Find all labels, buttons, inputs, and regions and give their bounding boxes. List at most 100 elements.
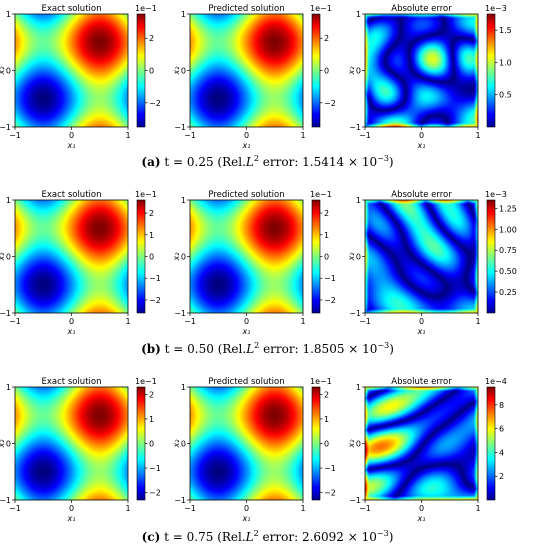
y-tick-label: 0 (6, 253, 11, 262)
colorbar-tick-label: 1 (324, 231, 329, 240)
x-axis-label: x₁ (417, 514, 426, 523)
x-tick-label: 0 (419, 131, 424, 140)
heatmap-panel: Predicted solution −1 0 1 −1 0 1 x₁ x₂ 2 1 0 −1 −2 1e−… (172, 377, 336, 523)
x-tick-label: −1 (359, 504, 371, 513)
x-tick-label: 1 (300, 131, 305, 140)
colorbar (136, 13, 146, 128)
y-tick-label: 1 (181, 10, 186, 19)
x-tick-label: −1 (9, 504, 21, 513)
colorbar-tick-label: 0 (324, 253, 329, 262)
colorbar-tick-label: 6 (499, 425, 504, 434)
caption-l: L (245, 155, 254, 169)
x-tick-label: −1 (184, 317, 196, 326)
panel-title: Absolute error (391, 377, 452, 387)
colorbar-tick-label: 1.5 (499, 26, 512, 35)
panel-title: Predicted solution (208, 377, 284, 387)
colorbar (311, 13, 321, 128)
y-axis-label: x₂ (172, 66, 181, 76)
colorbar-tick-label: −1 (149, 464, 161, 473)
x-tick-label: 1 (300, 504, 305, 513)
x-tick-label: 1 (475, 317, 480, 326)
colorbar-tick-label: 1 (149, 231, 154, 240)
colorbar-tick-label: −2 (149, 99, 161, 108)
heatmap-panel: Predicted solution −1 0 1 −1 0 1 x₁ x₂ 2 0 −2 1e−1 (172, 4, 336, 150)
y-tick-label: −1 (0, 496, 11, 505)
x-tick-label: 1 (125, 504, 130, 513)
heatmap-image (15, 14, 128, 127)
caption-label: (a) (141, 155, 161, 169)
colorbar-exponent: 1e−1 (310, 190, 332, 199)
colorbar-tick-label: 2 (149, 209, 154, 218)
caption-l-exp: 2 (253, 529, 259, 538)
caption-b: (b) t = 0.50 (Rel.L2 error: 1.8505 × 10−… (0, 341, 535, 356)
y-tick-label: −1 (349, 309, 361, 318)
caption-label: (b) (141, 342, 161, 356)
heatmap-image (190, 200, 303, 313)
y-tick-label: 1 (181, 196, 186, 205)
colorbar-tick-label: 2 (324, 34, 329, 43)
y-tick-label: 0 (181, 67, 186, 76)
x-axis-label: x₁ (242, 141, 251, 150)
colorbar-tick-label: 2 (324, 209, 329, 218)
panel-title: Exact solution (42, 377, 102, 387)
y-tick-label: 0 (181, 253, 186, 262)
x-axis-label: x₁ (417, 327, 426, 336)
caption-post: ) (388, 155, 394, 169)
colorbar-tick-label: −1 (324, 274, 336, 283)
panel-title: Predicted solution (208, 4, 284, 14)
y-tick-label: 0 (356, 67, 361, 76)
colorbar-tick-label: 0 (324, 67, 329, 76)
colorbar-tick-label: 2 (324, 390, 329, 399)
y-tick-label: 0 (6, 67, 11, 76)
caption-post: ) (388, 530, 394, 544)
colorbar-tick-label: 2 (499, 472, 504, 481)
caption-error: error: 2.6092 × 10 (258, 530, 377, 544)
colorbar-exponent: 1e−1 (310, 377, 332, 386)
colorbar-exponent: 1e−4 (485, 377, 507, 386)
colorbar (136, 386, 146, 501)
y-axis-label: x₂ (347, 66, 356, 76)
x-tick-label: 1 (125, 131, 130, 140)
x-axis-label: x₁ (242, 514, 251, 523)
heatmap-image (190, 387, 303, 500)
colorbar-tick-label: 0.5 (499, 91, 512, 100)
y-tick-label: 0 (6, 440, 11, 449)
colorbar-tick-label: 1 (149, 415, 154, 424)
caption-c: (c) t = 0.75 (Rel.L2 error: 2.6092 × 10−… (0, 529, 535, 544)
x-axis-label: x₁ (67, 514, 76, 523)
heatmap-image (365, 200, 478, 313)
colorbar-tick-label: 2 (149, 34, 154, 43)
x-tick-label: −1 (184, 131, 196, 140)
y-tick-label: −1 (174, 123, 186, 132)
y-axis-label: x₂ (172, 439, 181, 449)
colorbar-tick-label: 1 (324, 415, 329, 424)
x-tick-label: 0 (244, 131, 249, 140)
heatmap-image (365, 387, 478, 500)
x-tick-label: 1 (475, 504, 480, 513)
colorbar-tick-label: 1.25 (499, 204, 517, 213)
caption-error-exp: −3 (377, 341, 390, 350)
colorbar-exponent: 1e−1 (135, 4, 157, 13)
colorbar-exponent: 1e−1 (310, 4, 332, 13)
panel-title: Absolute error (391, 190, 452, 200)
heatmap-panel: Predicted solution −1 0 1 −1 0 1 x₁ x₂ 2 1 0 −1 −2 1e−… (172, 190, 336, 336)
colorbar (486, 199, 496, 314)
y-axis-label: x₂ (0, 252, 6, 262)
x-tick-label: 0 (69, 131, 74, 140)
heatmap-panel: Absolute error −1 0 1 −1 0 1 x₁ x₂ 1.5 1.0 0.5 1e−3 (347, 4, 512, 150)
caption-a: (a) t = 0.25 (Rel.L2 error: 1.5414 × 10−… (0, 154, 535, 169)
panel-title: Exact solution (42, 4, 102, 14)
y-axis-label: x₂ (172, 252, 181, 262)
heatmap-image (365, 14, 478, 127)
x-tick-label: −1 (359, 131, 371, 140)
x-axis-label: x₁ (242, 327, 251, 336)
y-tick-label: 0 (356, 253, 361, 262)
colorbar-tick-label: −1 (324, 464, 336, 473)
x-tick-label: −1 (359, 317, 371, 326)
colorbar-exponent: 1e−3 (485, 190, 507, 199)
x-tick-label: 0 (69, 504, 74, 513)
colorbar (136, 199, 146, 314)
y-tick-label: 1 (6, 10, 11, 19)
colorbar-tick-label: 1.0 (499, 58, 512, 67)
